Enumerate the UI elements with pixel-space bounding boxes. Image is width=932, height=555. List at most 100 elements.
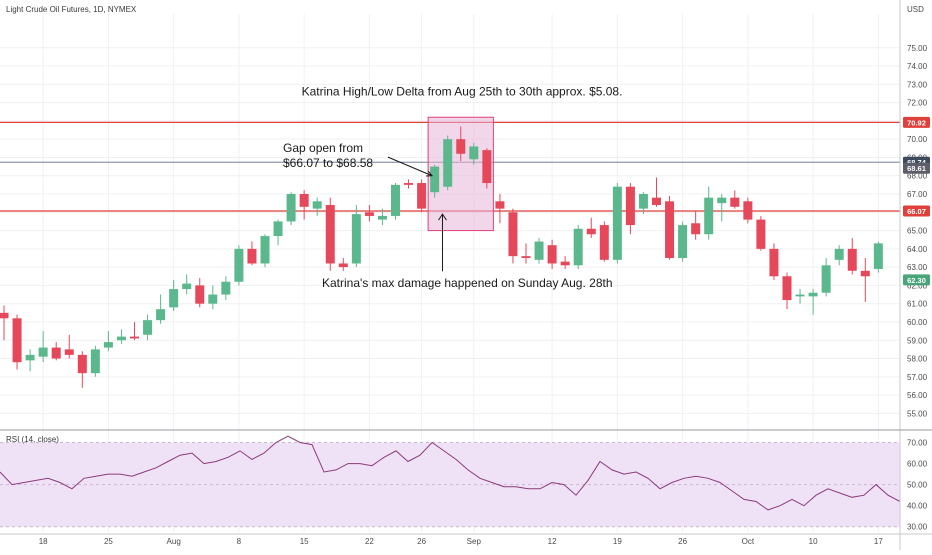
candle-down <box>130 321 139 341</box>
x-tick-label: 10 <box>809 537 818 546</box>
y-tick-label: 74.00 <box>907 62 928 71</box>
candle-up <box>573 225 583 269</box>
candle-up <box>103 331 113 352</box>
candle-body <box>625 186 635 226</box>
rsi-tick-label: 30.00 <box>907 523 928 532</box>
rsi-tick-label: 70.00 <box>907 439 928 448</box>
candle-body <box>103 342 113 348</box>
rsi-tick-label: 40.00 <box>907 502 928 511</box>
y-tick-label: 56.00 <box>907 391 928 400</box>
candle-down <box>325 197 335 271</box>
candle-body <box>691 223 701 235</box>
y-tick-label: 55.00 <box>907 409 928 418</box>
x-tick-label: 26 <box>417 537 426 546</box>
candle-up <box>704 186 714 240</box>
candle-up <box>678 221 688 262</box>
y-tick-label: 70.00 <box>907 135 928 144</box>
price-tag-label: 68.74 <box>907 158 927 167</box>
candle-down <box>586 217 596 238</box>
x-tick-label: 8 <box>237 537 242 546</box>
candle-body <box>247 248 257 264</box>
x-tick-label: 17 <box>874 537 883 546</box>
candle-up <box>821 257 831 297</box>
candle-body <box>612 186 622 260</box>
candle-body <box>638 194 648 209</box>
y-tick-label: 72.00 <box>907 99 928 108</box>
y-tick-label: 67.00 <box>907 190 928 199</box>
candle-body <box>143 320 153 335</box>
price-tag-62.30: 62.30 <box>903 274 930 286</box>
rsi-title: RSI (14, close) <box>6 435 59 444</box>
price-tag-70.92: 70.92 <box>903 116 930 128</box>
candle-body <box>312 201 322 209</box>
candle-down <box>77 351 87 388</box>
candle-body <box>260 236 270 264</box>
bottom-note: Katrina's max damage happened on Sunday … <box>322 276 613 290</box>
currency-label: USD <box>907 5 924 14</box>
candle-up <box>534 237 544 264</box>
gap-note-line1: Gap open from <box>283 141 363 155</box>
y-tick-label: 73.00 <box>907 80 928 89</box>
candle-body <box>182 283 192 290</box>
y-tick-label: 59.00 <box>907 336 928 345</box>
x-tick-label: 18 <box>39 537 48 546</box>
candle-up <box>221 276 231 301</box>
candle-down <box>599 221 609 262</box>
candle-down <box>521 243 531 264</box>
candle-body <box>221 281 231 295</box>
candle-down <box>364 204 374 222</box>
candle-down <box>64 334 74 359</box>
candle-body <box>717 197 727 204</box>
candle-up <box>208 285 218 310</box>
candle-down <box>743 197 753 224</box>
katrina-arrow-head <box>438 213 447 221</box>
candle-up <box>469 142 479 165</box>
y-tick-label: 57.00 <box>907 373 928 382</box>
candle-up <box>351 204 361 268</box>
candle-up <box>612 183 622 264</box>
candle-down <box>547 239 557 269</box>
candle-up <box>38 331 48 363</box>
candle-up <box>90 345 100 377</box>
candle-body <box>286 194 296 222</box>
candle-body <box>704 197 714 235</box>
candle-down <box>665 195 675 260</box>
price-tag-66.07: 66.07 <box>903 205 930 217</box>
candle-down <box>495 194 505 224</box>
candle-body <box>769 248 779 277</box>
candle-body <box>652 197 661 205</box>
candle-up <box>430 164 440 198</box>
candle-up <box>260 234 270 268</box>
x-tick-label: 12 <box>548 537 557 546</box>
candle-up <box>808 289 818 315</box>
candle-body <box>599 225 609 260</box>
candle-up <box>312 197 322 216</box>
y-tick-label: 60.00 <box>907 318 928 327</box>
rsi-line <box>0 435 901 511</box>
candle-up <box>391 183 400 220</box>
gap-note-line2: $66.07 to $68.58 <box>283 156 373 170</box>
y-tick-label: 68.00 <box>907 172 928 181</box>
candle-body <box>391 184 400 216</box>
candle-down <box>508 208 518 264</box>
candle-body <box>195 285 205 304</box>
candle-down <box>560 256 570 269</box>
candle-down <box>12 314 22 370</box>
candle-down <box>482 148 492 189</box>
x-tick-label: Aug <box>167 537 181 546</box>
candle-up <box>717 194 727 222</box>
gap-arrow-head <box>426 170 434 177</box>
candle-body <box>77 354 87 374</box>
candle-down <box>404 179 414 189</box>
candle-body <box>25 354 35 361</box>
candle-body <box>547 245 557 264</box>
candle-up <box>286 192 296 226</box>
candle-body <box>417 183 427 209</box>
candle-up <box>25 349 35 372</box>
candle-body <box>364 212 374 216</box>
x-tick-label: Sep <box>467 537 482 546</box>
candle-body <box>665 201 675 258</box>
candle-body <box>469 146 479 160</box>
candle-body <box>443 139 453 187</box>
